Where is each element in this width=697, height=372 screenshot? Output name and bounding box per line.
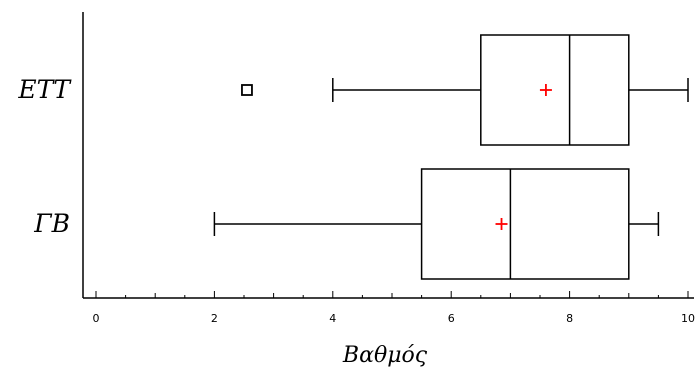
x-axis-label: Βαθμός (342, 343, 428, 367)
x-tick-label: 6 (448, 312, 455, 325)
x-tick-label: 4 (329, 312, 336, 325)
x-tick-label: 8 (566, 312, 573, 325)
iqr-box (420, 168, 630, 280)
boxes (213, 34, 689, 280)
mean-marker (539, 84, 552, 96)
category-label: ΕΤΤ (17, 75, 72, 104)
category-label: ΓΒ (33, 209, 70, 238)
x-tick-label: 0 (93, 312, 100, 325)
iqr-box (480, 34, 630, 146)
box-gv (213, 168, 660, 280)
x-tick-label: 10 (681, 312, 695, 325)
x-tick-label: 2 (211, 312, 218, 325)
outlier-marker (241, 84, 253, 96)
labels: Βαθμός ΕΤΤ ΓΒ (17, 75, 428, 368)
box-ett (241, 34, 689, 146)
mean-marker (495, 218, 508, 230)
x-axis-ticks: 0 2 4 6 8 10 (93, 291, 695, 325)
axes (82, 12, 694, 299)
